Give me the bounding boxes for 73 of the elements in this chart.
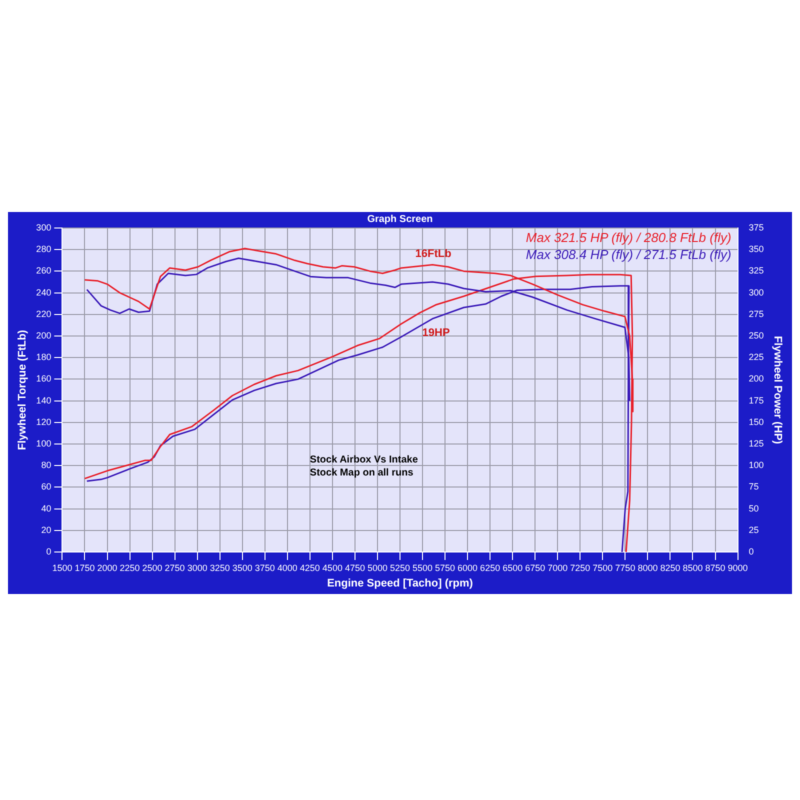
y2-tick-label: 300 xyxy=(748,287,764,298)
x-tick-label: 5500 xyxy=(412,562,433,573)
x-tick-label: 3500 xyxy=(232,562,252,573)
annotation: 16FtLb xyxy=(415,248,452,260)
y2-tick-label: 350 xyxy=(748,244,764,254)
x-axis-title: Engine Speed [Tacho] (rpm) xyxy=(327,577,474,590)
x-tick-label: 5750 xyxy=(435,562,456,573)
x-tick-label: 6250 xyxy=(480,562,500,573)
x-tick-label: 3750 xyxy=(254,562,275,573)
y-tick-label: 20 xyxy=(41,524,52,535)
x-tick-label: 6500 xyxy=(502,562,523,573)
x-tick-label: 8500 xyxy=(682,562,703,573)
y-tick-label: 200 xyxy=(36,330,52,340)
y2-tick-label: 225 xyxy=(748,352,764,362)
y2-tick-label: 275 xyxy=(748,308,764,319)
x-tick-label: 6750 xyxy=(525,562,546,573)
x-tick-label: 2500 xyxy=(142,562,162,573)
x-tick-label: 4000 xyxy=(277,562,298,573)
text: Max 321.5 HP (fly) / 280.8 FtLb (fly) xyxy=(526,230,732,246)
y2-tick-label: 175 xyxy=(748,395,764,406)
x-tick-label: 3000 xyxy=(187,562,208,573)
y2-tick-label: 125 xyxy=(748,438,764,448)
y2-tick-label: 100 xyxy=(748,460,764,470)
x-tick-label: 7000 xyxy=(548,562,568,573)
y-tick-label: 240 xyxy=(36,287,52,298)
x-tick-label: 4750 xyxy=(344,562,365,573)
y2-tick-label: 75 xyxy=(748,482,759,492)
x-tick-label: 1500 xyxy=(52,562,72,573)
y-tick-label: 80 xyxy=(41,460,52,470)
y2-tick-label: 250 xyxy=(748,330,764,340)
y2-tick-label: 150 xyxy=(748,416,764,427)
y2-tick-label: 50 xyxy=(748,503,759,514)
x-tick-label: 1750 xyxy=(74,562,95,573)
x-tick-label: 3250 xyxy=(210,562,230,573)
x-tick-label: 8750 xyxy=(705,562,726,573)
y2-tick-label: 0 xyxy=(748,546,754,556)
x-tick-label: 2000 xyxy=(97,562,118,573)
y2-tick-label: 325 xyxy=(748,266,764,276)
y-tick-label: 160 xyxy=(36,374,52,384)
y-tick-label: 40 xyxy=(41,503,52,514)
y-tick-label: 140 xyxy=(36,395,52,406)
y-tick-label: 60 xyxy=(41,482,52,492)
annotation: Stock Airbox Vs Intake xyxy=(310,454,418,466)
y2-tick-label: 375 xyxy=(748,222,764,232)
y2-tick-label: 200 xyxy=(748,374,764,384)
text: Max 308.4 HP (fly) / 271.5 FtLb (fly) xyxy=(526,247,732,262)
x-tick-label: 6000 xyxy=(458,562,478,573)
x-tick-label: 8000 xyxy=(638,562,658,573)
y-tick-label: 100 xyxy=(36,438,52,448)
x-tick-label: 5000 xyxy=(367,562,388,573)
y-tick-label: 180 xyxy=(36,352,52,362)
x-tick-label: 8250 xyxy=(660,562,680,573)
x-tick-label: 7500 xyxy=(592,562,613,573)
x-tick-label: 2750 xyxy=(164,562,185,573)
y-tick-label: 120 xyxy=(36,416,52,427)
x-tick-label: 9000 xyxy=(728,562,748,573)
annotation: Stock Map on all runs xyxy=(310,468,414,479)
y2-tick-label: 25 xyxy=(748,524,759,535)
x-tick-label: 2250 xyxy=(120,562,140,573)
y-tick-label: 0 xyxy=(46,546,52,556)
y-tick-label: 280 xyxy=(36,244,52,254)
y-axis-title: Flywheel Torque (FtLb) xyxy=(16,330,29,450)
x-tick-label: 4250 xyxy=(300,562,320,573)
y2-axis-title: Flywheel Power (HP) xyxy=(771,336,784,444)
x-tick-label: 5250 xyxy=(390,562,410,573)
y-tick-label: 300 xyxy=(36,222,52,232)
annotation: 19HP xyxy=(422,326,450,339)
y-tick-label: 260 xyxy=(36,266,52,276)
x-tick-label: 7750 xyxy=(615,562,636,573)
chart-title: Graph Screen xyxy=(367,214,433,225)
x-tick-label: 7250 xyxy=(570,562,590,573)
y-tick-label: 220 xyxy=(36,308,52,319)
x-tick-label: 4500 xyxy=(322,562,342,573)
